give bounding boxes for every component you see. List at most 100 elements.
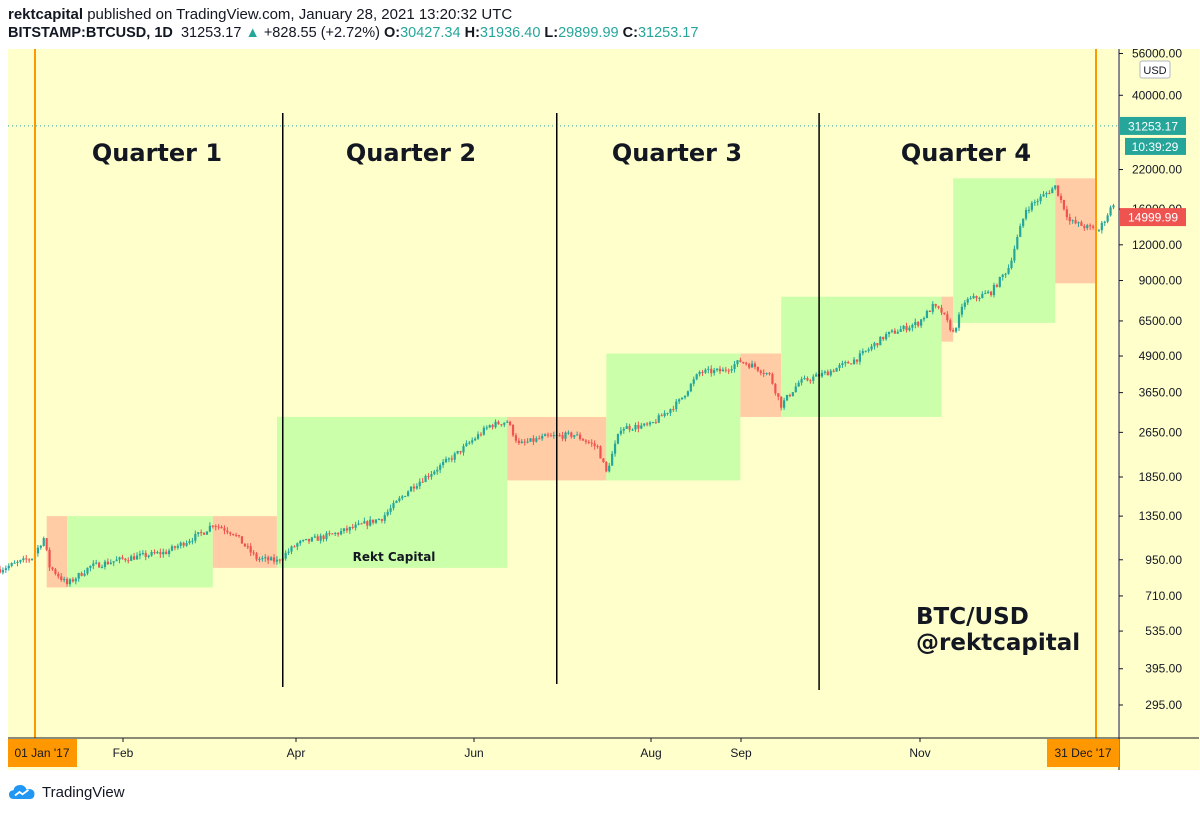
ohlc-legend: BITSTAMP:BTCUSD, 1D 31253.17 ▲ +828.55 (… <box>8 25 698 41</box>
candle-body <box>578 434 582 440</box>
candle-body <box>864 350 867 352</box>
candle <box>54 567 57 576</box>
candle <box>223 525 226 535</box>
candle-body <box>893 330 896 334</box>
candle-body <box>348 527 351 531</box>
candle-body <box>666 412 669 414</box>
candle <box>1030 200 1033 213</box>
candle <box>616 433 620 445</box>
candle-body <box>590 442 593 444</box>
candle-body <box>255 553 258 560</box>
watermark-symbol: BTC/USD <box>916 604 1029 630</box>
candle-body <box>433 471 436 475</box>
candle-body <box>885 334 888 340</box>
candle-body <box>474 438 477 441</box>
candle <box>299 539 302 546</box>
candle <box>345 525 348 533</box>
candle-body <box>987 291 990 294</box>
candle <box>226 527 229 535</box>
candle-body <box>622 428 625 431</box>
candle <box>549 432 553 437</box>
candle-body <box>692 379 695 384</box>
candle <box>427 473 430 480</box>
candle <box>928 310 931 313</box>
candle-body <box>960 306 964 315</box>
y-tick-label: 395.00 <box>1145 662 1182 676</box>
candle <box>1057 185 1060 197</box>
candle <box>296 542 299 551</box>
rekt-capital-label: Rekt Capital <box>353 550 436 564</box>
candle <box>920 318 923 328</box>
candle <box>488 424 491 429</box>
candle <box>981 291 984 299</box>
candle-body <box>16 561 19 563</box>
candle-body <box>310 537 314 542</box>
candle-body <box>1086 225 1089 229</box>
candle-body <box>1103 221 1106 223</box>
candle-body <box>28 559 31 561</box>
candle <box>450 455 453 463</box>
candle-body <box>383 515 386 521</box>
candle-body <box>596 445 599 447</box>
candle <box>406 490 410 497</box>
candle-body <box>1033 202 1036 204</box>
candle <box>1 567 5 575</box>
candle <box>844 360 847 367</box>
candle-body <box>121 557 124 559</box>
candle <box>252 550 255 556</box>
candle-body <box>651 422 655 424</box>
candle-body <box>511 424 515 436</box>
candle <box>663 410 666 418</box>
candle-body <box>249 546 252 553</box>
candle <box>689 382 692 393</box>
candle <box>815 372 818 377</box>
candle <box>503 422 506 428</box>
candle-body <box>194 533 197 541</box>
candle-body <box>943 312 946 315</box>
candle-body <box>538 438 541 440</box>
candle <box>127 557 130 564</box>
candle <box>946 311 949 323</box>
candle-body <box>1024 209 1028 219</box>
candle <box>893 328 896 334</box>
candle <box>995 283 998 288</box>
candle <box>943 312 946 315</box>
candle-body <box>441 462 445 466</box>
price-chart[interactable]: Quarter 1 Quarter 2 Quarter 3 Quarter 4 Rekt… <box>0 47 1200 773</box>
crosshair-price-tag <box>1120 208 1186 227</box>
candle-body <box>514 435 518 441</box>
candle <box>622 427 625 434</box>
candle-body <box>19 560 22 562</box>
candle-body <box>42 538 45 546</box>
candle <box>1042 191 1045 197</box>
tradingview-brand[interactable]: TradingView <box>42 783 125 801</box>
candle <box>270 556 273 561</box>
candle-body <box>783 400 786 408</box>
candle <box>672 405 675 412</box>
candle <box>826 369 829 376</box>
candle <box>975 295 978 302</box>
candle <box>65 577 69 587</box>
candle <box>847 360 850 364</box>
last-price-tag-label: 31253.17 <box>1128 119 1178 133</box>
candle <box>366 520 369 530</box>
candle-body <box>949 320 952 331</box>
candle-body <box>797 382 800 387</box>
close-value: 31253.17 <box>637 25 699 41</box>
candle-body <box>931 303 934 312</box>
candle-body <box>25 558 28 560</box>
author-name[interactable]: rektcapital <box>8 6 84 23</box>
candle <box>640 422 643 430</box>
candle <box>710 365 713 377</box>
candle <box>631 428 634 432</box>
candle <box>952 327 955 333</box>
candle <box>1097 228 1101 232</box>
candle-body <box>337 532 340 535</box>
candle-body <box>823 371 827 373</box>
candle <box>1089 223 1092 230</box>
candle-body <box>258 558 261 560</box>
candle-body <box>372 519 375 523</box>
candle <box>561 431 564 442</box>
candle-body <box>794 386 797 393</box>
tradingview-cloud-icon <box>9 785 35 799</box>
